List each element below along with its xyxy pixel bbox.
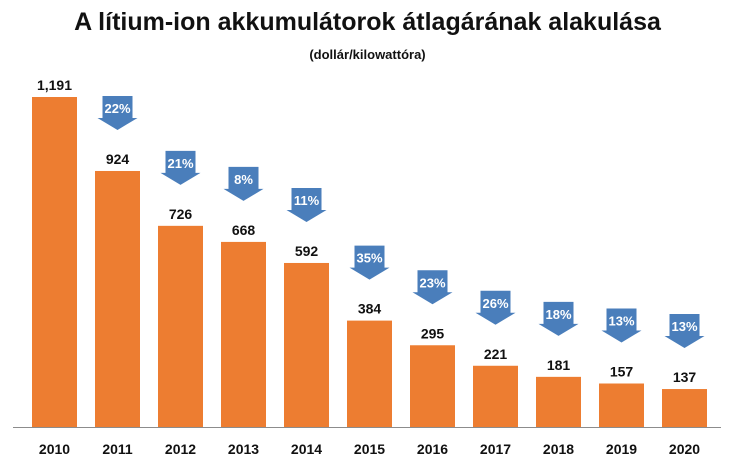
value-label-2011: 924 (106, 151, 130, 167)
bar-2011 (95, 170, 140, 427)
change-label-2011: 22% (104, 101, 130, 116)
tick-label-2020: 2020 (669, 441, 700, 457)
change-label-2012: 21% (167, 156, 193, 171)
bar-2012 (158, 225, 203, 427)
change-label-2017: 26% (482, 296, 508, 311)
tick-label-2013: 2013 (228, 441, 259, 457)
chart-title: A lítium-ion akkumulátorok átlagárának a… (74, 8, 661, 36)
change-label-2018: 18% (545, 307, 571, 322)
change-arrow-2013 (223, 166, 264, 201)
bar-2017 (473, 365, 518, 427)
change-arrow-2019 (601, 308, 642, 343)
change-label-2013: 8% (234, 172, 253, 187)
bar-2014 (284, 262, 329, 427)
change-arrow-2015 (349, 245, 390, 280)
change-arrow-2020 (664, 314, 705, 349)
tick-label-2010: 2010 (39, 441, 70, 457)
tick-label-2015: 2015 (354, 441, 385, 457)
value-label-2010: 1,191 (37, 77, 72, 93)
change-label-2019: 13% (608, 313, 634, 328)
change-arrow-2017 (475, 290, 516, 325)
bar-2019 (599, 383, 644, 427)
tick-label-2011: 2011 (102, 441, 133, 457)
tick-label-2018: 2018 (543, 441, 574, 457)
change-arrow-2018 (538, 301, 579, 336)
value-label-2017: 221 (484, 346, 508, 362)
bar-2013 (221, 241, 266, 427)
change-arrow-2011 (97, 95, 138, 130)
chart-subtitle: (dollár/kilowattóra) (309, 47, 426, 62)
change-label-2015: 35% (356, 251, 382, 266)
tick-label-2012: 2012 (165, 441, 196, 457)
tick-label-2014: 2014 (291, 441, 322, 457)
change-label-2014: 11% (294, 193, 320, 208)
change-label-2016: 23% (419, 275, 445, 290)
change-arrow-2012 (160, 150, 201, 185)
change-label-2020: 13% (671, 319, 697, 334)
value-label-2020: 137 (673, 369, 697, 385)
bar-2010 (32, 97, 77, 427)
bar-2020 (662, 389, 707, 427)
value-label-2019: 157 (610, 363, 634, 379)
value-label-2013: 668 (232, 222, 256, 238)
tick-label-2016: 2016 (417, 441, 448, 457)
value-label-2016: 295 (421, 325, 445, 341)
tick-label-2017: 2017 (480, 441, 511, 457)
value-label-2014: 592 (295, 243, 319, 259)
value-label-2012: 726 (169, 206, 193, 222)
tick-label-2019: 2019 (606, 441, 637, 457)
change-arrow-2016 (412, 270, 453, 305)
value-label-2015: 384 (358, 301, 382, 317)
change-arrow-2014 (286, 187, 327, 222)
bar-2016 (410, 345, 455, 427)
value-label-2018: 181 (547, 357, 571, 373)
bar-2018 (536, 376, 581, 427)
bar-2015 (347, 320, 392, 427)
